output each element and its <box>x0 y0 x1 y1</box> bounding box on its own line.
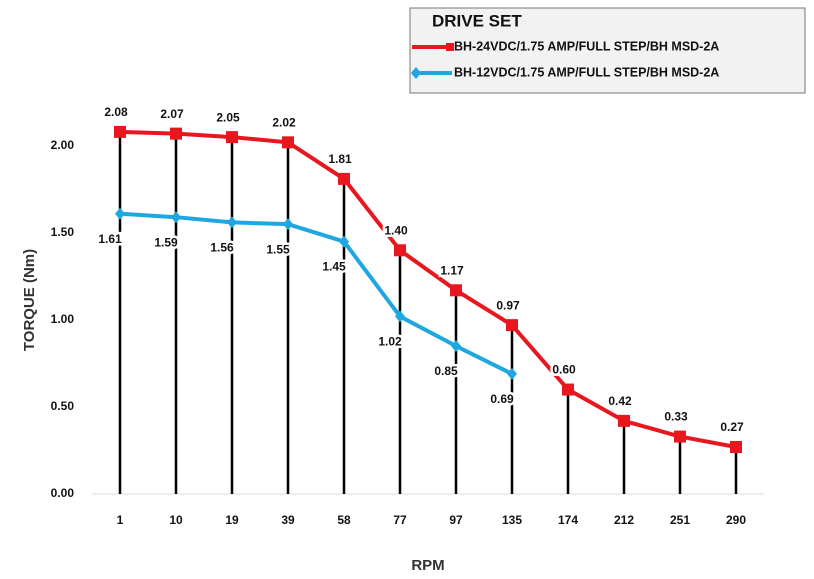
series-line <box>119 211 513 376</box>
y-tick-label: 0.50 <box>51 399 75 413</box>
y-tick-label: 1.00 <box>51 312 75 326</box>
data-label: 1.17 <box>440 263 464 277</box>
y-tick-label: 2.00 <box>51 138 75 152</box>
marker <box>338 172 350 185</box>
data-label: 1.61 <box>98 232 122 246</box>
data-label: 2.05 <box>216 110 240 124</box>
legend-marker <box>446 43 454 51</box>
marker <box>226 131 238 144</box>
data-label: 0.42 <box>608 394 632 408</box>
x-tick-label: 58 <box>337 513 351 527</box>
marker <box>507 367 517 380</box>
marker <box>674 430 686 443</box>
marker <box>730 440 742 453</box>
x-tick-label: 174 <box>558 513 578 527</box>
x-tick-label: 19 <box>225 513 239 527</box>
marker <box>562 383 574 396</box>
legend-title: DRIVE SET <box>432 11 522 30</box>
data-label: 0.85 <box>434 364 458 378</box>
y-tick-label: 0.00 <box>51 486 75 500</box>
data-label: 1.02 <box>378 335 402 349</box>
data-label: 1.59 <box>154 235 178 249</box>
x-axis-label: RPM <box>411 557 444 574</box>
data-label: 2.08 <box>104 105 128 119</box>
x-tick-label: 10 <box>169 513 183 527</box>
marker <box>282 136 294 149</box>
marker <box>618 414 630 427</box>
y-axis-label: TORQUE (Nm) <box>21 249 38 351</box>
legend-box <box>409 7 806 94</box>
marker <box>450 284 462 297</box>
data-label: 1.56 <box>210 241 234 255</box>
x-tick-label: 77 <box>393 513 407 527</box>
x-tick-label: 290 <box>726 513 746 527</box>
series-line <box>119 129 737 449</box>
x-tick-label: 135 <box>502 513 522 527</box>
data-label: 1.45 <box>322 260 346 274</box>
data-label: 0.33 <box>664 410 688 424</box>
data-label: 1.81 <box>328 152 352 166</box>
marker <box>506 319 518 332</box>
marker <box>394 244 406 257</box>
marker <box>170 127 182 140</box>
marker <box>115 207 125 220</box>
data-label: 1.55 <box>266 242 290 256</box>
data-label: 0.69 <box>490 392 514 406</box>
data-label: 0.60 <box>552 363 576 377</box>
marker <box>395 310 405 323</box>
legend-label: BH-12VDC/1.75 AMP/FULL STEP/BH MSD-2A <box>454 65 719 79</box>
legend-label: BH-24VDC/1.75 AMP/FULL STEP/BH MSD-2A <box>454 39 719 53</box>
x-tick-label: 251 <box>670 513 690 527</box>
data-label: 0.97 <box>496 298 520 312</box>
data-label: 1.40 <box>384 223 408 237</box>
marker <box>339 235 349 248</box>
marker <box>451 340 461 353</box>
data-label: 0.27 <box>720 420 744 434</box>
x-tick-label: 1 <box>117 513 124 527</box>
x-tick-label: 39 <box>281 513 295 527</box>
legend-marker <box>411 67 421 79</box>
data-label: 2.02 <box>272 116 296 130</box>
x-tick-label: 97 <box>449 513 463 527</box>
data-label: 2.07 <box>160 107 184 121</box>
x-tick-label: 212 <box>614 513 634 527</box>
marker <box>227 216 237 229</box>
marker <box>171 211 181 224</box>
y-tick-label: 1.50 <box>51 225 75 239</box>
marker <box>114 125 126 138</box>
marker <box>283 218 293 231</box>
